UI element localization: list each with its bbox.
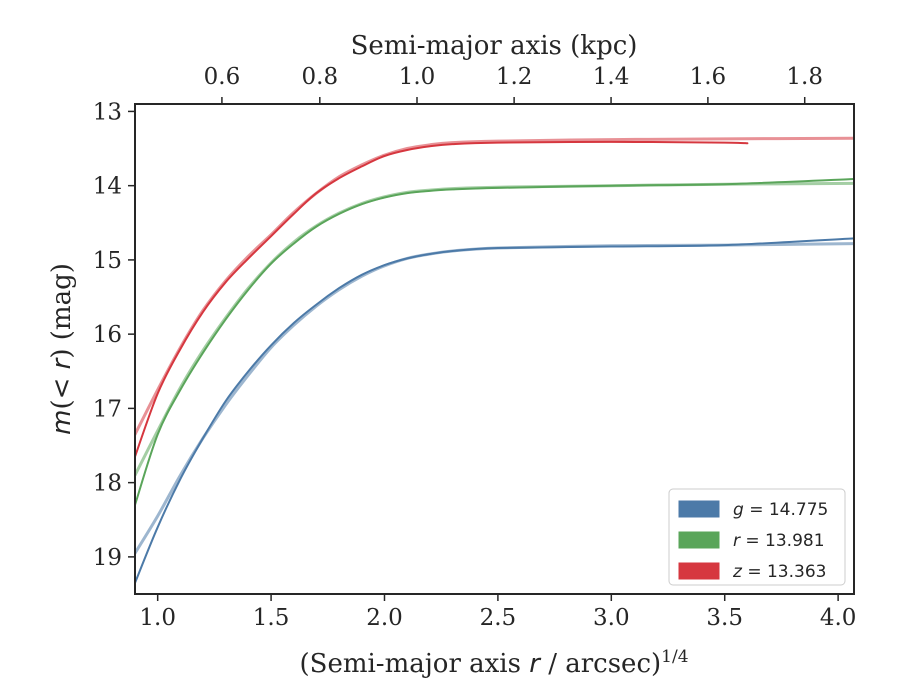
x-tick-label: 2.5 [480,605,517,631]
top-axis-title: Semi-major axis (kpc) [351,31,638,61]
legend-swatch-g [678,500,720,518]
x-axis-title: (Semi-major axis r / arcsec)1/4 [299,647,688,679]
series-g-line [135,237,854,584]
series-g [135,237,854,584]
series-z [135,136,854,458]
legend-label-z: z = 13.363 [732,562,826,582]
legend-swatch-z [678,562,720,580]
top-tick-label: 0.8 [302,64,339,90]
y-axis-title-suffix: (mag) [47,263,77,348]
y-axis-title-close: ) [47,348,77,358]
y-tick-label: 16 [93,322,122,348]
x-tick-label: 1.5 [253,605,290,631]
y-tick-label: 17 [93,396,122,422]
ticks-layer: 1.0 1.5 2.0 2.5 3.0 3.5 4.0 13 14 15 16 17 18 19 0.6 0.… [93,64,857,631]
top-tick-label: 1.2 [496,64,533,90]
series-r-line [135,178,854,506]
legend-entries: g = 14.775 r = 13.981 z = 13.363 [678,500,828,582]
y-axis-title-open: ( [47,399,77,409]
legend-label-r: r = 13.981 [733,531,825,551]
y-axis-title-m: m [47,410,77,435]
x-tick-label: 3.5 [706,605,743,631]
top-tick-label: 0.6 [204,64,241,90]
top-tick-label: 1.4 [593,64,630,90]
x-axis-title-var: r [529,649,542,679]
legend-swatch-r [678,531,720,549]
top-tick-label: 1.6 [690,64,727,90]
plot-frame [134,103,855,595]
series-layer [135,136,854,584]
series-z-line [135,140,749,458]
top-tick-label: 1.8 [786,64,823,90]
legend-label-g: g = 14.775 [733,500,828,520]
y-tick-label: 15 [93,248,122,274]
top-tick-label: 1.0 [399,64,436,90]
x-tick-label: 2.0 [366,605,403,631]
y-tick-label: 19 [93,545,122,571]
x-tick-label: 3.0 [593,605,630,631]
x-tick-label: 4.0 [820,605,857,631]
y-tick-label: 14 [93,174,122,200]
x-tick-label: 1.0 [139,605,176,631]
y-tick-label: 18 [93,471,122,497]
series-r [135,178,854,506]
x-axis-title-prefix: (Semi-major axis [299,649,529,679]
y-axis-title-var: < r [47,356,77,399]
x-axis-title-suffix: / arcsec) [540,649,661,679]
x-axis-title-sup: 1/4 [661,647,688,667]
y-tick-label: 13 [93,99,122,125]
y-axis-title: m(< r) (mag) [47,263,77,435]
legend: g = 14.775 r = 13.981 z = 13.363 [668,488,846,586]
